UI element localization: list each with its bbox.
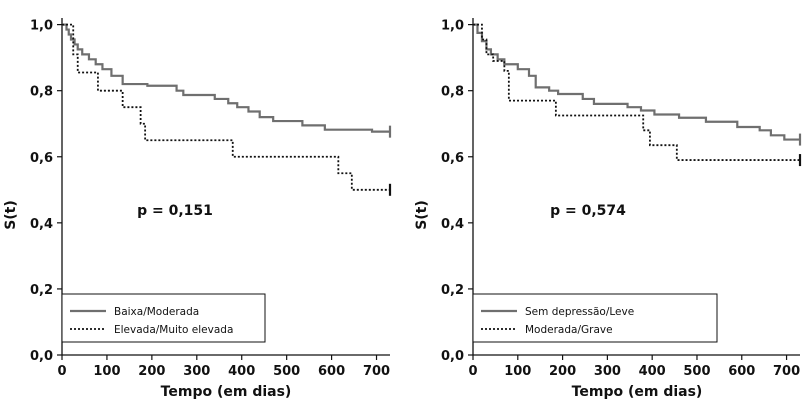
- x-tick-label: 600: [728, 364, 755, 379]
- x-tick-label: 200: [549, 364, 576, 379]
- x-axis-title: Tempo (em dias): [161, 384, 292, 400]
- x-tick-label: 300: [594, 364, 621, 379]
- survival-chart-right: 0,0 0,2 0,4 0,6 0,8 1,0 0 100 200 300 400 500 600 700…: [414, 18, 802, 400]
- y-tick-label: 0,2: [441, 283, 464, 298]
- x-tick-label: 600: [318, 364, 345, 379]
- survival-curve-dotted: [473, 23, 800, 161]
- x-tick-label: 400: [639, 364, 666, 379]
- y-tick-label: 0,6: [441, 151, 464, 166]
- y-axis-title: S(t): [3, 200, 19, 230]
- survival-curve-solid: [473, 23, 800, 141]
- legend-label: Moderada/Grave: [525, 324, 613, 336]
- survival-curve-dotted: [62, 23, 390, 191]
- p-value-annotation: p = 0,151: [137, 203, 213, 219]
- x-tick-label: 100: [93, 364, 120, 379]
- legend-label: Sem depressão/Leve: [525, 306, 634, 318]
- x-tick-label: 400: [228, 364, 255, 379]
- y-tick-label: 1,0: [30, 19, 53, 34]
- x-tick-label: 0: [468, 364, 477, 379]
- x-axis-title: Tempo (em dias): [572, 384, 703, 400]
- legend-box: [61, 293, 266, 343]
- legend-box: [472, 293, 718, 343]
- x-tick-label: 700: [363, 364, 390, 379]
- survival-curve-solid: [62, 23, 390, 133]
- y-tick-label: 0,8: [30, 85, 53, 100]
- y-tick-label: 0,4: [30, 217, 53, 232]
- y-tick-label: 0,2: [30, 283, 53, 298]
- x-tick-label: 500: [683, 364, 710, 379]
- p-value-annotation: p = 0,574: [550, 203, 626, 219]
- y-tick-label: 0,4: [441, 217, 464, 232]
- y-axis-title: S(t): [414, 200, 430, 230]
- y-tick-label: 0,0: [30, 349, 53, 364]
- y-tick-label: 0,0: [441, 349, 464, 364]
- x-tick-label: 0: [57, 364, 66, 379]
- x-tick-label: 200: [138, 364, 165, 379]
- x-tick-label: 500: [273, 364, 300, 379]
- legend-label: Baixa/Moderada: [114, 306, 199, 318]
- y-tick-label: 1,0: [441, 19, 464, 34]
- x-tick-label: 100: [504, 364, 531, 379]
- legend-label: Elevada/Muito elevada: [114, 324, 233, 336]
- x-tick-label: 700: [773, 364, 800, 379]
- y-tick-label: 0,8: [441, 85, 464, 100]
- y-tick-label: 0,6: [30, 151, 53, 166]
- survival-chart-left: 0,0 0,2 0,4 0,6 0,8 1,0 0 100 200 300 400 500 600 700…: [3, 18, 392, 400]
- x-tick-label: 300: [183, 364, 210, 379]
